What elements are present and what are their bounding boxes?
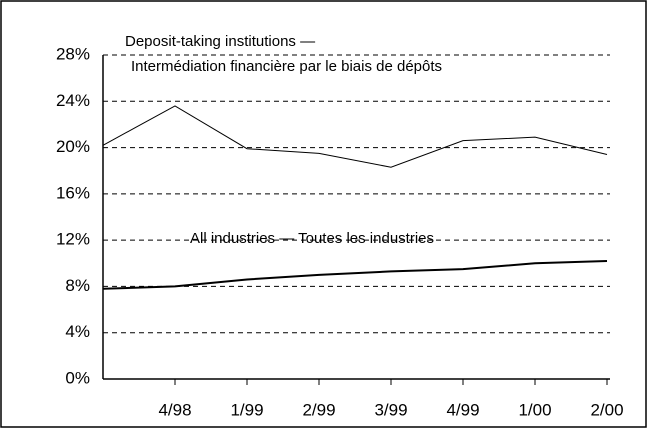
- y-tick-label: 20%: [56, 137, 90, 156]
- x-tick-label: 2/99: [302, 400, 335, 419]
- y-tick-label: 28%: [56, 44, 90, 63]
- x-tick-label: 3/99: [374, 400, 407, 419]
- y-tick-label: 16%: [56, 183, 90, 202]
- annotation: All industries — Toutes les industries: [190, 230, 434, 247]
- x-tick-label: 1/99: [230, 400, 263, 419]
- series-line: [102, 259, 608, 290]
- y-tick-label: 12%: [56, 230, 90, 249]
- x-tick-label: 4/98: [158, 400, 191, 419]
- y-tick-label: 8%: [65, 276, 90, 295]
- annotation: Deposit-taking institutions —: [125, 33, 315, 50]
- annotation: Intermédiation financière par le biais d…: [131, 58, 442, 75]
- x-tick-label: 4/99: [446, 400, 479, 419]
- x-tick-label: 1/00: [518, 400, 551, 419]
- x-tick-label: 2/00: [590, 400, 623, 419]
- y-tick-label: 4%: [65, 322, 90, 341]
- y-tick-label: 24%: [56, 91, 90, 110]
- y-tick-label: 0%: [65, 368, 90, 387]
- series-line: [102, 105, 608, 168]
